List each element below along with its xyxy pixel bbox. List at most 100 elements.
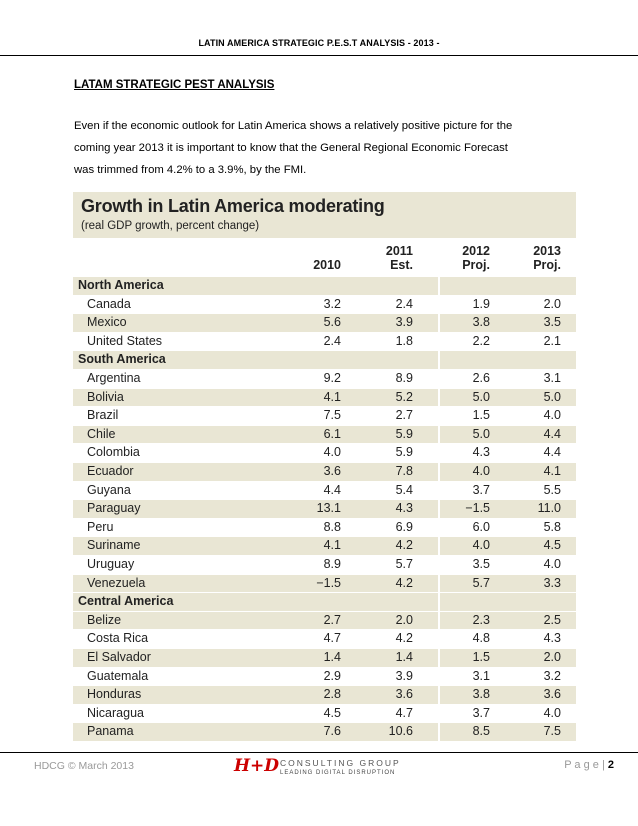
growth-value: 3.7 xyxy=(472,482,490,497)
table-row: Costa Rica 4.7 4.2 4.8 4.3 xyxy=(73,629,576,648)
table-row: Bolivia 4.1 5.2 5.0 5.0 xyxy=(73,387,576,407)
page-number: 2 xyxy=(607,759,614,771)
growth-value: 2.7 xyxy=(323,612,341,627)
growth-value: 5.8 xyxy=(543,519,561,534)
country-label: Costa Rica xyxy=(87,631,149,646)
growth-value: 4.0 xyxy=(472,464,490,478)
growth-value: 4.3 xyxy=(395,501,413,516)
table-title: Growth in Latin America moderating xyxy=(81,196,385,216)
country-label: United States xyxy=(87,333,163,348)
country-label: Bolivia xyxy=(87,389,124,404)
table-row: Paraguay 13.1 4.3 −1.5 11.0 xyxy=(73,499,576,518)
column-header: 2013 Proj. xyxy=(501,244,561,272)
header-title: LATIN AMERICA STRATEGIC P.E.S.T ANALYSIS… xyxy=(198,38,440,48)
gdp-growth-table: Growth in Latin America moderating (real… xyxy=(73,192,576,752)
intro-line: coming year 2013 it is important to know… xyxy=(74,142,508,154)
country-label: Peru xyxy=(87,519,114,534)
country-label: Argentina xyxy=(87,371,141,385)
country-label: Mexico xyxy=(87,315,127,330)
growth-value: 4.7 xyxy=(395,705,413,720)
growth-value: 5.2 xyxy=(395,389,413,404)
growth-value: 7.6 xyxy=(323,724,341,739)
column-header: 2011 Est. xyxy=(353,244,413,272)
growth-value: 8.8 xyxy=(323,519,341,534)
growth-value: 7.5 xyxy=(543,724,561,739)
table-row: Argentina 9.2 8.9 2.6 3.1 xyxy=(73,369,576,388)
growth-value: 4.1 xyxy=(323,389,341,404)
growth-value: 3.6 xyxy=(543,687,561,702)
country-label: Canada xyxy=(87,296,131,311)
growth-value: 6.0 xyxy=(472,519,490,534)
table-row: Panama 7.6 10.6 8.5 7.5 xyxy=(73,722,576,741)
growth-value: 4.3 xyxy=(543,631,561,646)
growth-value: 8.9 xyxy=(395,371,413,385)
growth-value: 4.8 xyxy=(472,631,490,646)
region-label: Central America xyxy=(78,594,174,609)
growth-value: 4.0 xyxy=(323,445,341,460)
growth-value: 8.5 xyxy=(472,724,490,739)
growth-value: 3.2 xyxy=(323,296,341,311)
growth-value: 4.4 xyxy=(543,426,561,441)
growth-value: 10.6 xyxy=(388,724,413,739)
growth-value: 5.5 xyxy=(543,482,561,497)
growth-value: 2.5 xyxy=(543,612,561,627)
growth-value: 4.2 xyxy=(395,538,413,553)
table-row: Canada 3.2 2.4 1.9 2.0 xyxy=(73,294,576,314)
growth-value: 2.0 xyxy=(395,612,413,627)
growth-value: 4.5 xyxy=(323,705,341,720)
growth-value: 7.8 xyxy=(395,464,413,478)
logo-name: CONSULTING GROUP xyxy=(280,758,401,768)
intro-line: was trimmed from 4.2% to a 3.9%, by the … xyxy=(74,164,307,176)
intro-line: Even if the economic outlook for Latin A… xyxy=(74,120,513,132)
country-label: Chile xyxy=(87,426,116,441)
growth-value: 4.4 xyxy=(323,482,341,497)
table-row: Chile 6.1 5.9 5.0 4.4 xyxy=(73,424,576,444)
region-header-row: Central America xyxy=(73,592,576,611)
growth-value: 2.6 xyxy=(472,371,490,385)
table-row: United States 2.4 1.8 2.2 2.1 xyxy=(73,331,576,351)
growth-value: 4.0 xyxy=(543,705,561,720)
growth-value: 5.0 xyxy=(543,389,561,404)
growth-value: 4.1 xyxy=(543,464,561,478)
column-header-line: Proj. xyxy=(462,258,490,272)
column-header-line xyxy=(281,244,341,258)
growth-value: 1.9 xyxy=(472,296,490,311)
table-row: Peru 8.8 6.9 6.0 5.8 xyxy=(73,517,576,537)
growth-value: 1.4 xyxy=(323,650,341,664)
growth-value: 1.4 xyxy=(395,650,413,664)
country-label: Belize xyxy=(87,612,122,627)
column-header-line: 2011 xyxy=(385,244,413,258)
growth-value: 9.2 xyxy=(323,371,341,385)
growth-value: 2.8 xyxy=(323,687,341,702)
growth-value: 2.4 xyxy=(323,333,341,348)
country-label: Panama xyxy=(87,724,134,739)
growth-value: 3.5 xyxy=(543,315,561,330)
table-row: Venezuela −1.5 4.2 5.7 3.3 xyxy=(73,573,576,593)
growth-value: 4.0 xyxy=(472,538,490,553)
growth-value: −1.5 xyxy=(316,575,341,590)
growth-value: 3.5 xyxy=(472,557,490,571)
growth-value: 4.2 xyxy=(395,631,413,646)
table-row: Belize 2.7 2.0 2.3 2.5 xyxy=(73,610,576,630)
growth-value: 3.3 xyxy=(543,575,561,590)
growth-value: 8.9 xyxy=(323,557,341,571)
growth-value: 4.0 xyxy=(543,408,561,423)
growth-value: 2.4 xyxy=(395,296,413,311)
column-header-line: Proj. xyxy=(533,258,561,272)
column-header: 2012 Proj. xyxy=(430,244,490,272)
growth-value: 5.7 xyxy=(472,575,490,590)
growth-value: 3.7 xyxy=(472,705,490,720)
column-header: 2010 xyxy=(281,244,341,272)
region-label: South America xyxy=(78,352,166,367)
country-label: Venezuela xyxy=(87,575,146,590)
country-label: Paraguay xyxy=(87,501,141,516)
growth-value: 3.2 xyxy=(543,668,561,683)
table-row: Guatemala 2.9 3.9 3.1 3.2 xyxy=(73,666,576,686)
growth-value: 6.1 xyxy=(323,426,341,441)
growth-value: 2.0 xyxy=(543,650,561,664)
page-indicator: P a g e | 2 xyxy=(564,759,614,771)
growth-value: 11.0 xyxy=(537,501,561,516)
growth-value: 3.6 xyxy=(395,687,413,702)
footer-divider xyxy=(0,752,638,753)
growth-value: 2.3 xyxy=(472,612,490,627)
